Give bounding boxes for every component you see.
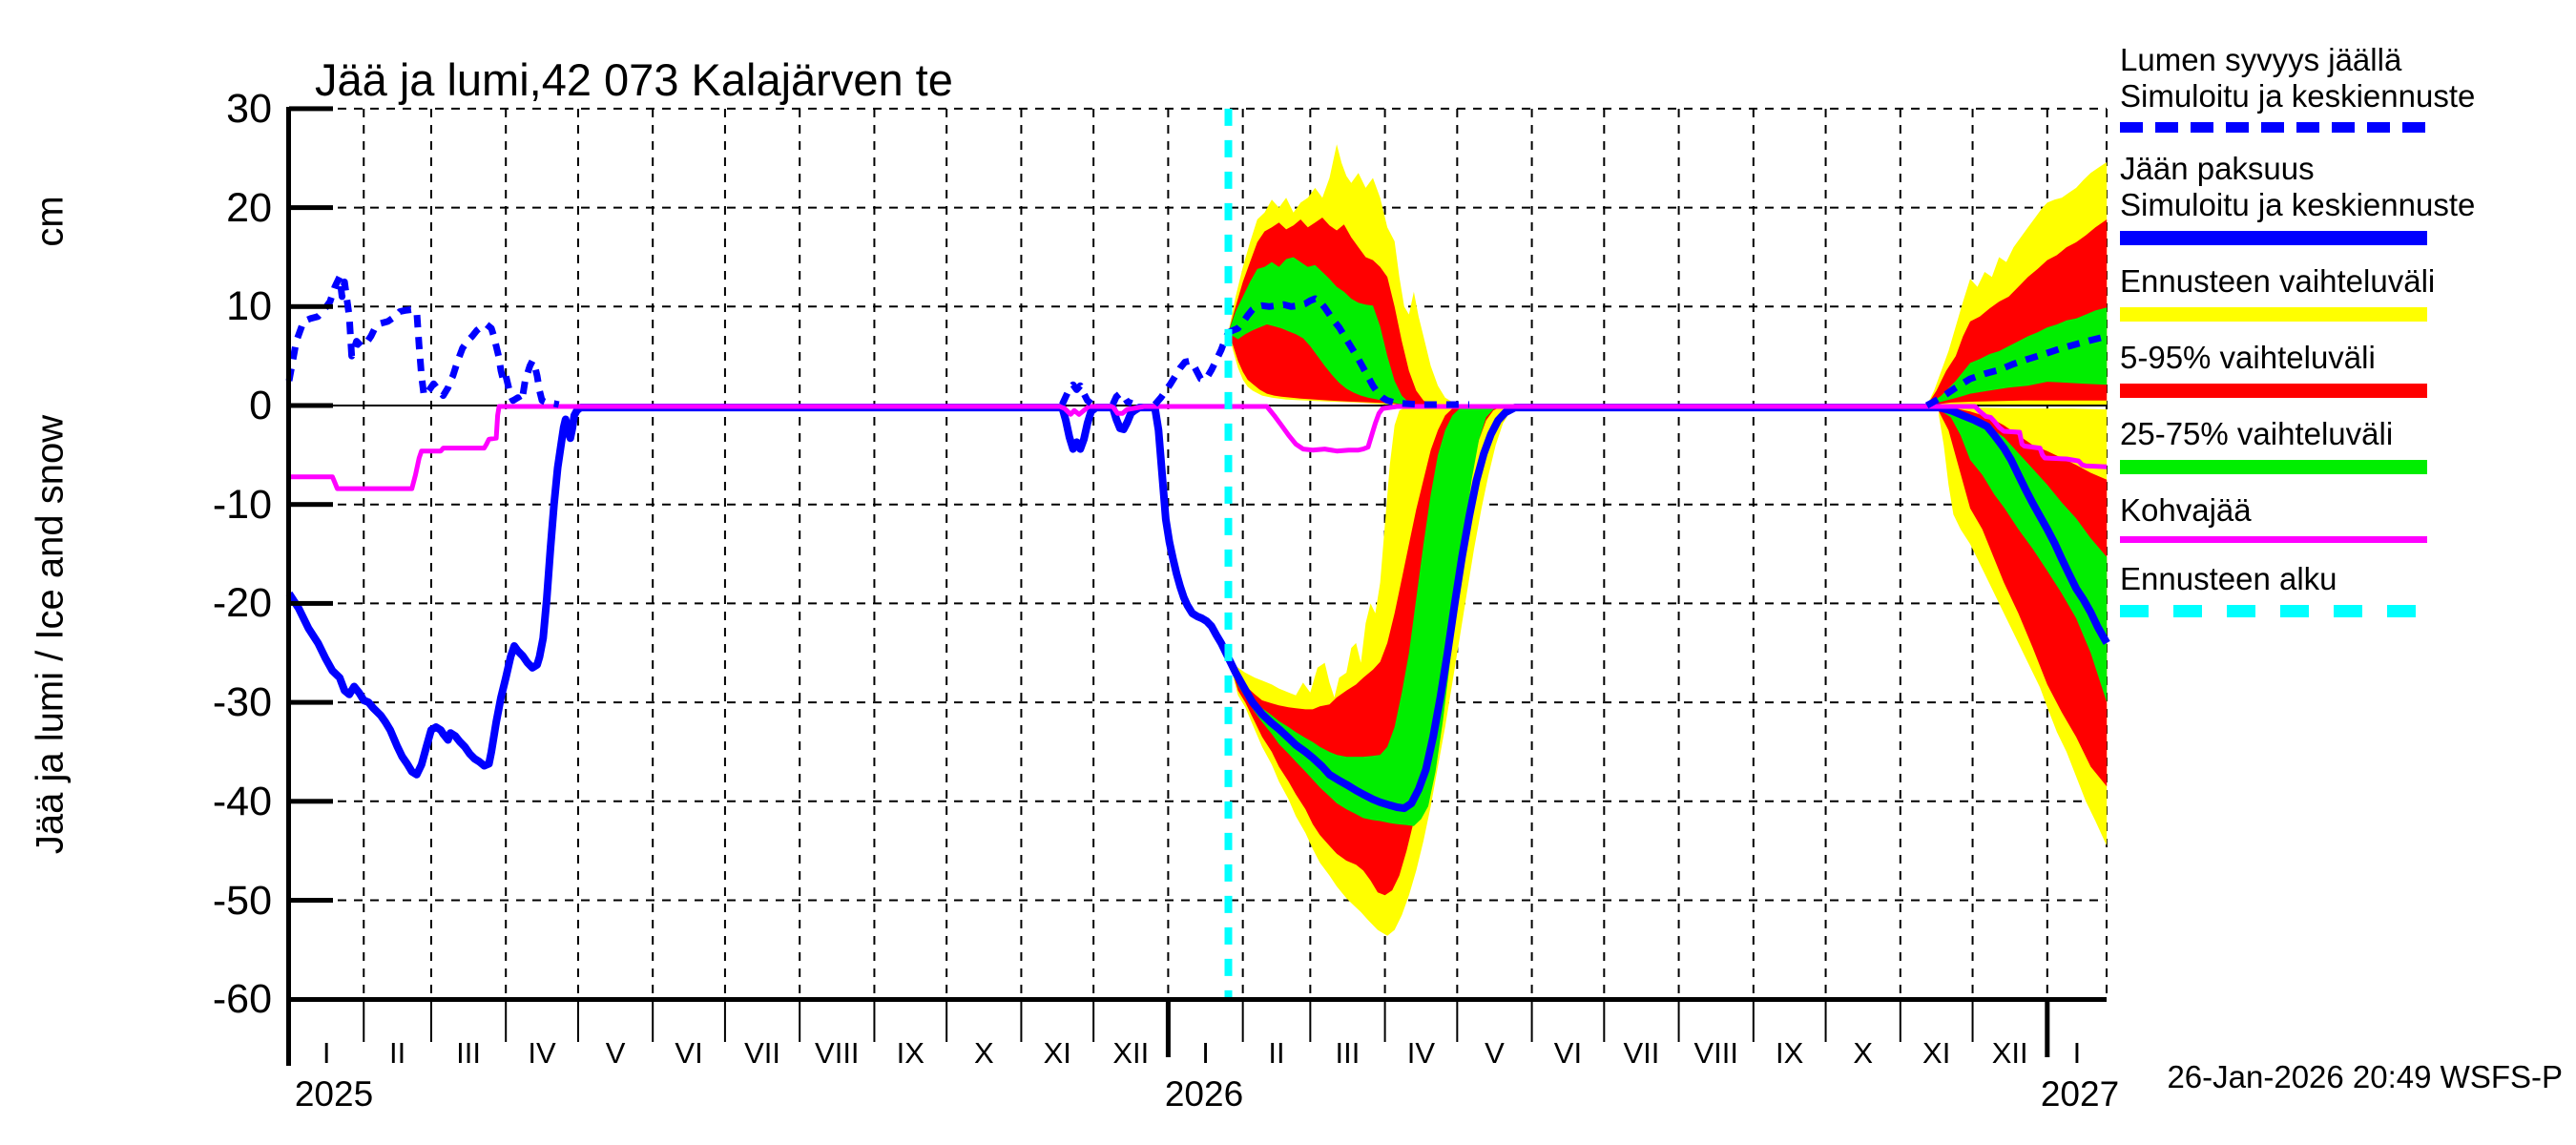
legend-swatch-ice-thickness-simulated (2120, 231, 2427, 245)
year-label-2027: 2027 (2040, 1074, 2120, 1114)
ice-band-5-95-autumn2026 (1939, 406, 2108, 787)
legend-entry-range-5-95: 5-95% vaihteluväli (2120, 340, 2568, 398)
month-label-5: V (605, 1036, 626, 1070)
legend-swatch-forecast-start (2120, 605, 2427, 617)
legend-label: Jään paksuus (2120, 151, 2315, 186)
y-axis-spine (286, 107, 291, 1066)
month-label-17: V (1485, 1036, 1505, 1070)
y-tick-label-20: 20 (226, 184, 272, 231)
month-label-15: III (1335, 1036, 1361, 1070)
snow-depth-nov2025 (1059, 381, 1093, 406)
month-label-22: X (1853, 1036, 1874, 1070)
legend-swatch-range-25-75 (2120, 460, 2427, 474)
month-label-19: VII (1623, 1036, 1660, 1070)
month-label-20: VIII (1693, 1036, 1738, 1070)
y-tick-label--50: -50 (212, 877, 272, 924)
month-label-24: XII (1991, 1036, 2028, 1070)
month-label-13: I (1201, 1036, 1210, 1070)
legend-swatch-forecast-range (2120, 307, 2427, 322)
chart-title: Jää ja lumi,42 073 Kalajärven te (315, 54, 953, 105)
legend-label: Ennusteen vaihteluväli (2120, 263, 2436, 299)
legend-entry-kohvajaa: Kohvajää (2120, 492, 2568, 543)
legend-label: 5-95% vaihteluväli (2120, 340, 2376, 375)
legend-swatch-kohvajaa (2120, 536, 2427, 543)
y-tick-label-0: 0 (249, 383, 272, 428)
month-label-6: VI (675, 1036, 703, 1070)
legend: Lumen syvyys jäällä Simuloitu ja keskienn… (2120, 42, 2568, 635)
timestamp: 26-Jan-2026 20:49 WSFS-P (2167, 1059, 2563, 1094)
legend-entry-forecast-range: Ennusteen vaihteluväli (2120, 263, 2568, 322)
legend-label: 25-75% vaihteluväli (2120, 416, 2394, 451)
month-label-9: IX (896, 1036, 924, 1070)
y-tick-label--40: -40 (212, 778, 272, 824)
month-label-10: X (973, 1036, 994, 1070)
month-label-18: VI (1553, 1036, 1583, 1070)
month-label-11: XI (1043, 1036, 1071, 1070)
ice-band-25-75-autumn2026 (1939, 407, 2108, 703)
kohvajaa-line (289, 404, 2108, 491)
ice-band-25-75-spring2026 (1228, 406, 1523, 826)
y-tick-label--10: -10 (212, 481, 272, 528)
legend-label: Simuloitu ja keskiennuste (2120, 78, 2476, 114)
snow-band-25-75-spring2026 (1228, 257, 1469, 406)
month-label-12: XII (1112, 1036, 1150, 1070)
month-label-8: VIII (815, 1036, 860, 1070)
legend-entry-snow-depth-simulated: Lumen syvyys jäällä Simuloitu ja keskienn… (2120, 42, 2568, 133)
month-label-4: IV (528, 1036, 556, 1070)
month-label-14: II (1268, 1036, 1285, 1070)
legend-entry-forecast-start: Ennusteen alku (2120, 561, 2568, 617)
legend-label: Lumen syvyys jäällä (2120, 42, 2402, 77)
y-tick-label--20: -20 (212, 580, 272, 627)
y-tick-label-30: 30 (226, 85, 272, 132)
legend-swatch-range-5-95 (2120, 384, 2427, 398)
y-tick-label-10: 10 (226, 283, 272, 330)
month-label-1: I (322, 1036, 331, 1070)
y-tick-label--30: -30 (212, 679, 272, 726)
month-label-21: IX (1776, 1036, 1804, 1070)
legend-swatch-snow-depth-simulated (2120, 122, 2427, 133)
month-label-2: II (388, 1036, 406, 1070)
legend-label: Ennusteen alku (2120, 561, 2337, 596)
snow-depth-jan2026 (1152, 330, 1232, 407)
snow-depth-median-autumn2026 (1924, 333, 2109, 409)
legend-label: Kohvajää (2120, 492, 2252, 528)
legend-entry-ice-thickness-simulated: Jään paksuus Simuloitu ja keskiennuste (2120, 151, 2568, 245)
month-label-3: III (456, 1036, 481, 1070)
month-label-23: XI (1922, 1036, 1951, 1070)
year-label-2025: 2025 (294, 1074, 374, 1114)
snow-depth-median-forecast (1227, 295, 1469, 408)
y-tick-label--60: -60 (212, 976, 272, 1023)
snow-depth-dec2025 (1110, 390, 1133, 407)
month-label-25: I (2072, 1036, 2082, 1070)
ice-thickness-line (285, 404, 2110, 813)
month-label-16: IV (1406, 1036, 1436, 1070)
month-label-7: VII (744, 1036, 780, 1070)
year-label-2026: 2026 (1164, 1074, 1244, 1114)
legend-entry-range-25-75: 25-75% vaihteluväli (2120, 416, 2568, 474)
x-axis-spine (286, 997, 2107, 1002)
snow-depth-2025 (285, 273, 560, 408)
legend-label: Simuloitu ja keskiennuste (2120, 187, 2476, 222)
